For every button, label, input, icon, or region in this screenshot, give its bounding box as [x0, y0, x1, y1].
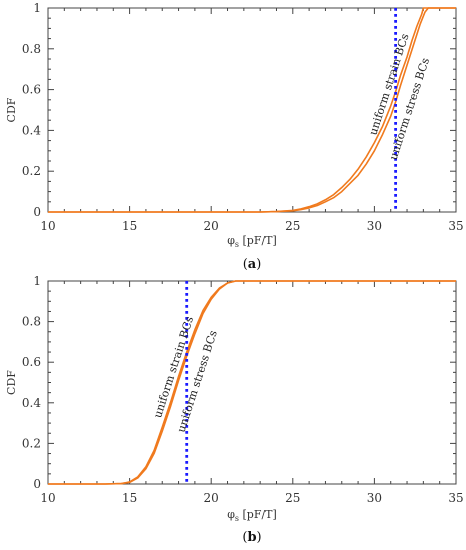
x-tick-label: 35	[448, 491, 463, 505]
x-tick-label: 15	[122, 219, 137, 233]
x-tick-label: 15	[122, 491, 137, 505]
y-tick-label: 0.2	[22, 164, 41, 178]
cdf-series-2	[48, 7, 456, 213]
panel-label: (b)	[242, 530, 261, 545]
y-tick-label: 0.6	[22, 83, 41, 97]
y-tick-label: 0	[33, 205, 41, 219]
cdf-series-2	[48, 280, 456, 485]
x-tick-label: 20	[204, 491, 219, 505]
x-tick-label: 35	[448, 219, 463, 233]
panel-label: (a)	[243, 257, 262, 272]
cdf-series-1	[48, 280, 456, 485]
x-axis-label: φs [pF/T]	[227, 508, 277, 523]
y-tick-label: 0.8	[22, 42, 41, 56]
y-tick-label: 0.6	[22, 355, 41, 369]
y-tick-label: 0.4	[22, 123, 41, 137]
x-tick-label: 10	[40, 491, 55, 505]
plot-frame	[47, 280, 457, 485]
y-axis-label: CDF	[5, 97, 18, 122]
y-tick-label: 1	[33, 1, 41, 15]
x-tick-label: 25	[285, 219, 300, 233]
x-axis-label: φs [pF/T]	[227, 234, 277, 249]
x-tick-label: 30	[367, 219, 382, 233]
x-tick-label: 30	[367, 491, 382, 505]
y-tick-label: 0.4	[22, 396, 41, 410]
y-tick-label: 0.2	[22, 436, 41, 450]
x-tick-label: 25	[285, 491, 300, 505]
y-tick-label: 1	[33, 274, 41, 288]
x-tick-label: 20	[204, 219, 219, 233]
y-tick-label: 0	[33, 477, 41, 491]
x-tick-label: 10	[40, 219, 55, 233]
y-tick-label: 0.8	[22, 315, 41, 329]
y-axis-label: CDF	[5, 370, 18, 395]
